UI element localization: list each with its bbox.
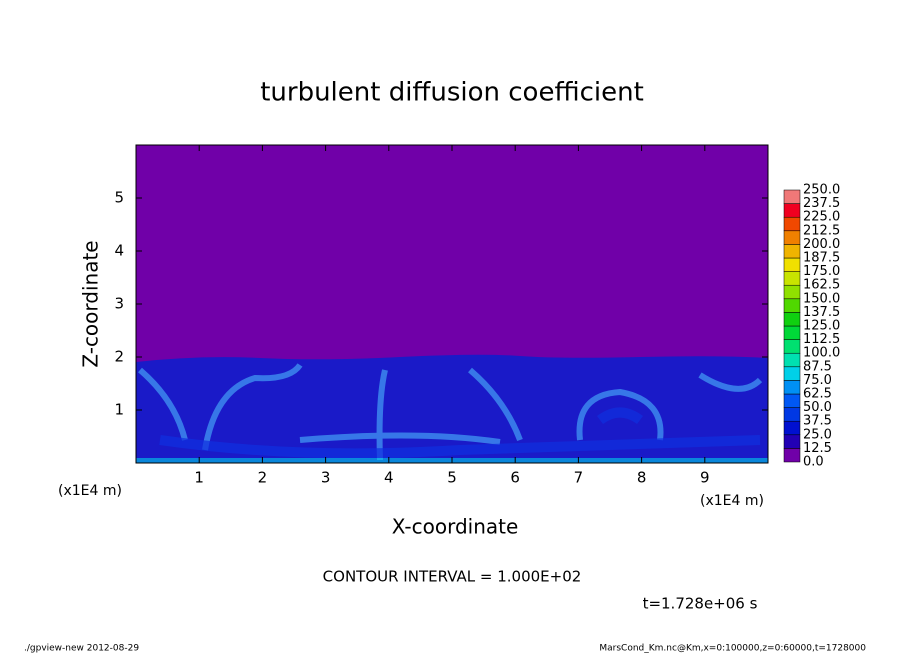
colorbar-bin: [783, 271, 801, 286]
colorbar-bin: [783, 366, 801, 381]
colorbar-bin: [783, 407, 801, 422]
colorbar-bin: [783, 325, 801, 340]
colorbar-bin: [783, 216, 801, 232]
x-axis-label: X-coordinate: [392, 515, 519, 539]
colorbar-bin: [783, 189, 801, 204]
colorbar-bin: [783, 312, 801, 327]
x-tick-label: 4: [384, 469, 394, 487]
x-tick-label: 8: [637, 469, 647, 487]
y-unit: (x1E4 m): [58, 483, 122, 499]
colorbar-label: 200.0: [803, 237, 840, 252]
chart-title: turbulent diffusion coefficient: [260, 78, 644, 108]
colorbar-bin: [783, 420, 801, 436]
colorbar-bin: [783, 284, 801, 300]
colorbar-label: 50.0: [803, 400, 832, 415]
y-tick-label: 3: [114, 295, 124, 313]
colorbar-label: 137.5: [803, 305, 840, 320]
x-tick-label: 6: [510, 469, 520, 487]
x-unit: (x1E4 m): [700, 493, 764, 509]
colorbar-label: 162.5: [803, 278, 840, 293]
y-tick-label: 4: [114, 242, 124, 260]
y-tick-label: 5: [114, 189, 124, 207]
colorbar-label: 87.5: [803, 359, 832, 374]
x-tick-label: 1: [194, 469, 204, 487]
colorbar-bin: [783, 203, 801, 218]
colorbar-bin: [783, 393, 801, 408]
colorbar-bin: [783, 339, 801, 354]
colorbar-label: 212.5: [803, 223, 840, 238]
colorbar-label: 25.0: [803, 427, 832, 442]
time-label: t=1.728e+06 s: [643, 595, 758, 613]
colorbar-label: 37.5: [803, 414, 832, 429]
colorbar-label: 125.0: [803, 319, 840, 334]
footer-left: ./gpview-new 2012-08-29: [24, 644, 139, 654]
x-tick-label: 7: [574, 469, 584, 487]
colorbar-bin: [783, 434, 801, 449]
y-tick-label: 2: [114, 348, 124, 366]
colorbar-label: 112.5: [803, 332, 840, 347]
colorbar-bin: [783, 230, 801, 245]
colorbar-label: 150.0: [803, 291, 840, 306]
y-axis-label: Z-coordinate: [79, 240, 103, 367]
x-tick-label: 5: [447, 469, 457, 487]
colorbar-bin: [783, 298, 801, 313]
x-tick-label: 3: [321, 469, 331, 487]
x-tick-label: 9: [700, 469, 710, 487]
footer-right: MarsCond_Km.nc@Km,x=0:100000,z=0:60000,t…: [599, 644, 866, 654]
colorbar-bin: [783, 380, 801, 395]
colorbar-label: 100.0: [803, 346, 840, 361]
y-tick-label: 1: [114, 401, 124, 419]
colorbar-label: 225.0: [803, 210, 840, 225]
colorbar-bin: [783, 448, 801, 463]
colorbar-label: 187.5: [803, 251, 840, 266]
colorbar-bin: [783, 244, 801, 259]
colorbar-bin: [783, 352, 801, 368]
colorbar-bin: [783, 257, 801, 272]
x-tick-label: 2: [258, 469, 268, 487]
colorbar-label: 237.5: [803, 196, 840, 211]
colorbar-label: 12.5: [803, 441, 832, 456]
contour-interval: CONTOUR INTERVAL = 1.000E+02: [323, 568, 582, 586]
colorbar-label: 62.5: [803, 387, 832, 402]
colorbar-label: 0.0: [803, 455, 824, 470]
colorbar-label: 250.0: [803, 183, 840, 198]
colorbar-label: 75.0: [803, 373, 832, 388]
contour-field: [136, 145, 768, 463]
colorbar-label: 175.0: [803, 264, 840, 279]
